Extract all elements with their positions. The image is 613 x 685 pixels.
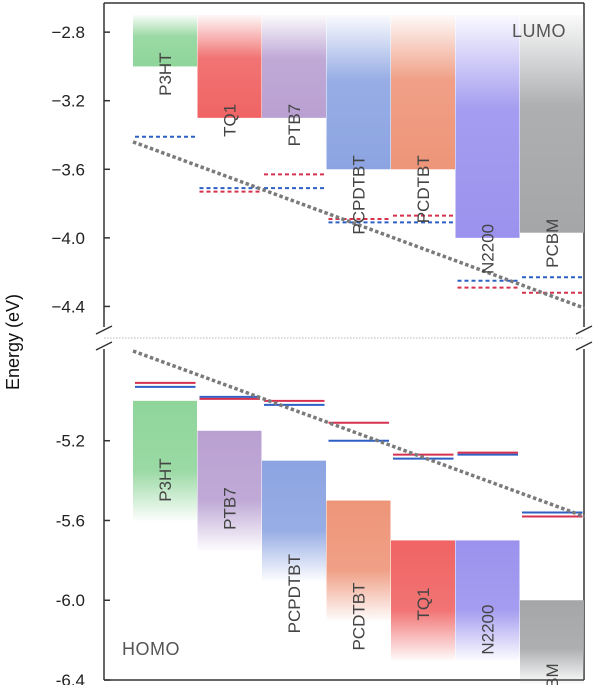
bar-lumo-n2200 xyxy=(455,15,520,238)
y-tick-label: −3.6 xyxy=(51,160,85,179)
y-tick-label: −3.2 xyxy=(51,92,85,111)
bar-label: PCBM xyxy=(543,219,562,268)
bar-label: PTB7 xyxy=(221,487,240,530)
axis-break-right xyxy=(575,325,593,351)
bar-label: N2200 xyxy=(479,605,498,655)
bar-label: P3HT xyxy=(156,458,175,501)
bar-label: P3HT xyxy=(156,52,175,95)
bar-label: PCPDTBT xyxy=(285,554,304,633)
bar-label: PCDTBT xyxy=(414,155,433,223)
bar-homo-p3ht xyxy=(133,400,197,521)
lumo-label: LUMO xyxy=(512,21,566,41)
y-tick-label: −4.4 xyxy=(51,297,85,316)
bar-homo-ptb7 xyxy=(197,430,262,551)
bar-lumo-pcpdtbt xyxy=(326,15,391,170)
bar-label: PTB7 xyxy=(285,104,304,147)
bar-lumo-pcbm xyxy=(520,15,584,233)
bar-label: PCPDTBT xyxy=(350,155,369,234)
homo-trend-line xyxy=(132,349,586,519)
bar-homo-tq1 xyxy=(391,540,455,661)
y-tick-label: −4.0 xyxy=(51,229,85,248)
bar-homo-pcbm xyxy=(520,600,584,684)
y-tick-label: -6.0 xyxy=(56,591,85,610)
bar-lumo-tq1 xyxy=(197,15,262,118)
bar-lumo-p3ht xyxy=(133,15,197,67)
trend-lines xyxy=(132,140,586,519)
bar-homo-pcdtbt xyxy=(326,500,391,621)
bar-labels: P3HT TQ1 PTB7 PCPDTBT PCDTBT N2200 PCBM P3HT PTB… xyxy=(156,52,562,685)
bar-lumo-pcdtbt xyxy=(391,15,455,170)
bar-homo-pcpdtbt xyxy=(262,460,326,581)
bar-homo-n2200 xyxy=(455,540,520,661)
y-tick-label: -6.4 xyxy=(56,671,85,685)
bar-label: TQ1 xyxy=(221,104,240,137)
bar-label: TQ1 xyxy=(414,587,433,620)
bar-label: PCDTBT xyxy=(350,583,369,651)
y-tick-label: −2.8 xyxy=(51,23,85,42)
y-axis-ticks: −2.8 −3.2 −3.6 −4.0 −4.4 -5.2 -5.6 -6.0 -6.4 xyxy=(51,23,110,685)
homo-label: HOMO xyxy=(122,639,180,659)
bars xyxy=(133,15,584,684)
bar-label: PCBM xyxy=(543,663,562,685)
y-axis-title: Energy (eV) xyxy=(3,294,23,390)
axis-break-left xyxy=(95,325,113,351)
bar-lumo-ptb7 xyxy=(262,15,326,118)
y-tick-label: -5.6 xyxy=(56,511,85,530)
y-tick-label: -5.2 xyxy=(56,432,85,451)
bar-label: N2200 xyxy=(479,224,498,274)
lumo-trend-line xyxy=(132,140,586,310)
